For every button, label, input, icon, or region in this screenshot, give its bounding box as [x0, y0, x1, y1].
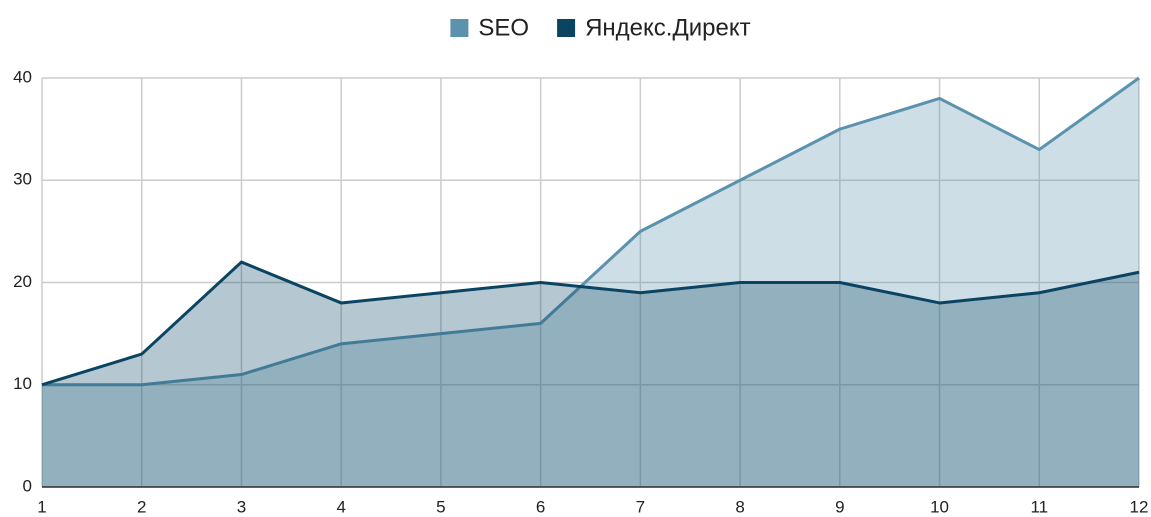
x-tick-label: 6: [536, 497, 545, 516]
legend-item: Яндекс.Директ: [557, 14, 751, 41]
legend-label: Яндекс.Директ: [585, 14, 751, 41]
x-tick-label: 1: [37, 497, 46, 516]
area: [42, 262, 1139, 487]
line: [42, 76, 1140, 387]
line: [41, 260, 1140, 387]
x-tick-label: 5: [436, 497, 445, 516]
x-tick-label: 3: [237, 497, 246, 516]
y-tick-label: 0: [23, 476, 32, 495]
x-tick-label: 8: [735, 497, 744, 516]
legend: SEO Яндекс.Директ: [450, 14, 751, 41]
x-tick-label: 9: [835, 497, 844, 516]
legend-item: SEO: [450, 14, 529, 41]
x-tick-label: 11: [1030, 497, 1048, 516]
area: [42, 78, 1139, 487]
legend-swatch: [557, 19, 576, 37]
y-tick-label: 10: [13, 374, 32, 393]
legend-swatch: [450, 19, 469, 37]
y-tick-label: 40: [13, 67, 32, 86]
legend-label: SEO: [478, 14, 529, 41]
x-tick-label: 4: [336, 497, 345, 516]
y-tick-label: 20: [13, 272, 32, 291]
y-tick-label: 30: [13, 170, 32, 189]
x-tick-label: 2: [137, 497, 146, 516]
x-tick-label: 7: [636, 497, 645, 516]
x-tick-label: 12: [1130, 497, 1149, 516]
x-tick-label: 10: [930, 497, 949, 516]
